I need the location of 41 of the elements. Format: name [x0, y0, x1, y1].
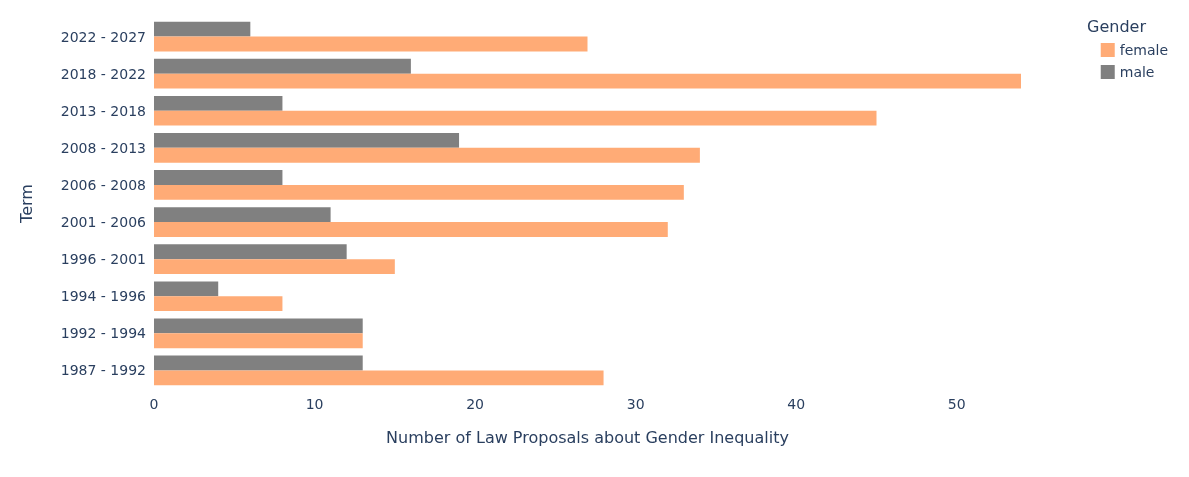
bar	[154, 355, 363, 371]
y-tick-label: 1987 - 1992	[60, 362, 146, 379]
bar	[154, 259, 395, 274]
bar	[154, 133, 460, 148]
y-tick-label: 2018 - 2022	[60, 65, 146, 82]
bar	[154, 95, 283, 111]
legend-label: female	[1119, 42, 1168, 58]
legend-label: male	[1119, 64, 1155, 80]
y-tick-label: 1994 - 1996	[60, 288, 147, 305]
bar	[154, 58, 411, 74]
bar	[154, 281, 219, 297]
bar	[154, 296, 283, 312]
x-tick-label: 0	[149, 396, 159, 412]
x-tick-label: 20	[466, 396, 485, 412]
y-tick-label: 2006 - 2008	[60, 176, 146, 193]
bar	[154, 170, 283, 185]
bar	[154, 222, 668, 237]
bar	[154, 244, 347, 260]
bar	[154, 36, 588, 52]
bar	[154, 318, 363, 334]
bar	[154, 370, 604, 386]
x-axis-title: Number of Law Proposals about Gender Inequality	[386, 427, 789, 447]
bar	[154, 147, 700, 163]
x-tick-label: 50	[947, 396, 966, 412]
y-tick-label: 1992 - 1994	[60, 325, 147, 342]
y-tick-label: 1996 - 2001	[60, 251, 146, 268]
y-tick-label: 2013 - 2018	[60, 102, 146, 119]
y-tick-label: 2008 - 2013	[60, 139, 146, 156]
bar	[154, 110, 877, 126]
bar	[154, 207, 331, 223]
bar	[154, 21, 251, 37]
legend-title: Gender	[1087, 16, 1147, 36]
x-tick-label: 30	[626, 396, 645, 412]
x-tick-label: 10	[305, 396, 324, 412]
x-tick-label: 40	[787, 396, 806, 412]
y-tick-label: 2001 - 2006	[60, 214, 147, 231]
bar	[154, 73, 1021, 89]
bar	[154, 184, 684, 200]
bar	[154, 333, 363, 349]
y-tick-label: 2022 - 2027	[60, 28, 146, 45]
y-axis-title: Term	[16, 184, 36, 224]
